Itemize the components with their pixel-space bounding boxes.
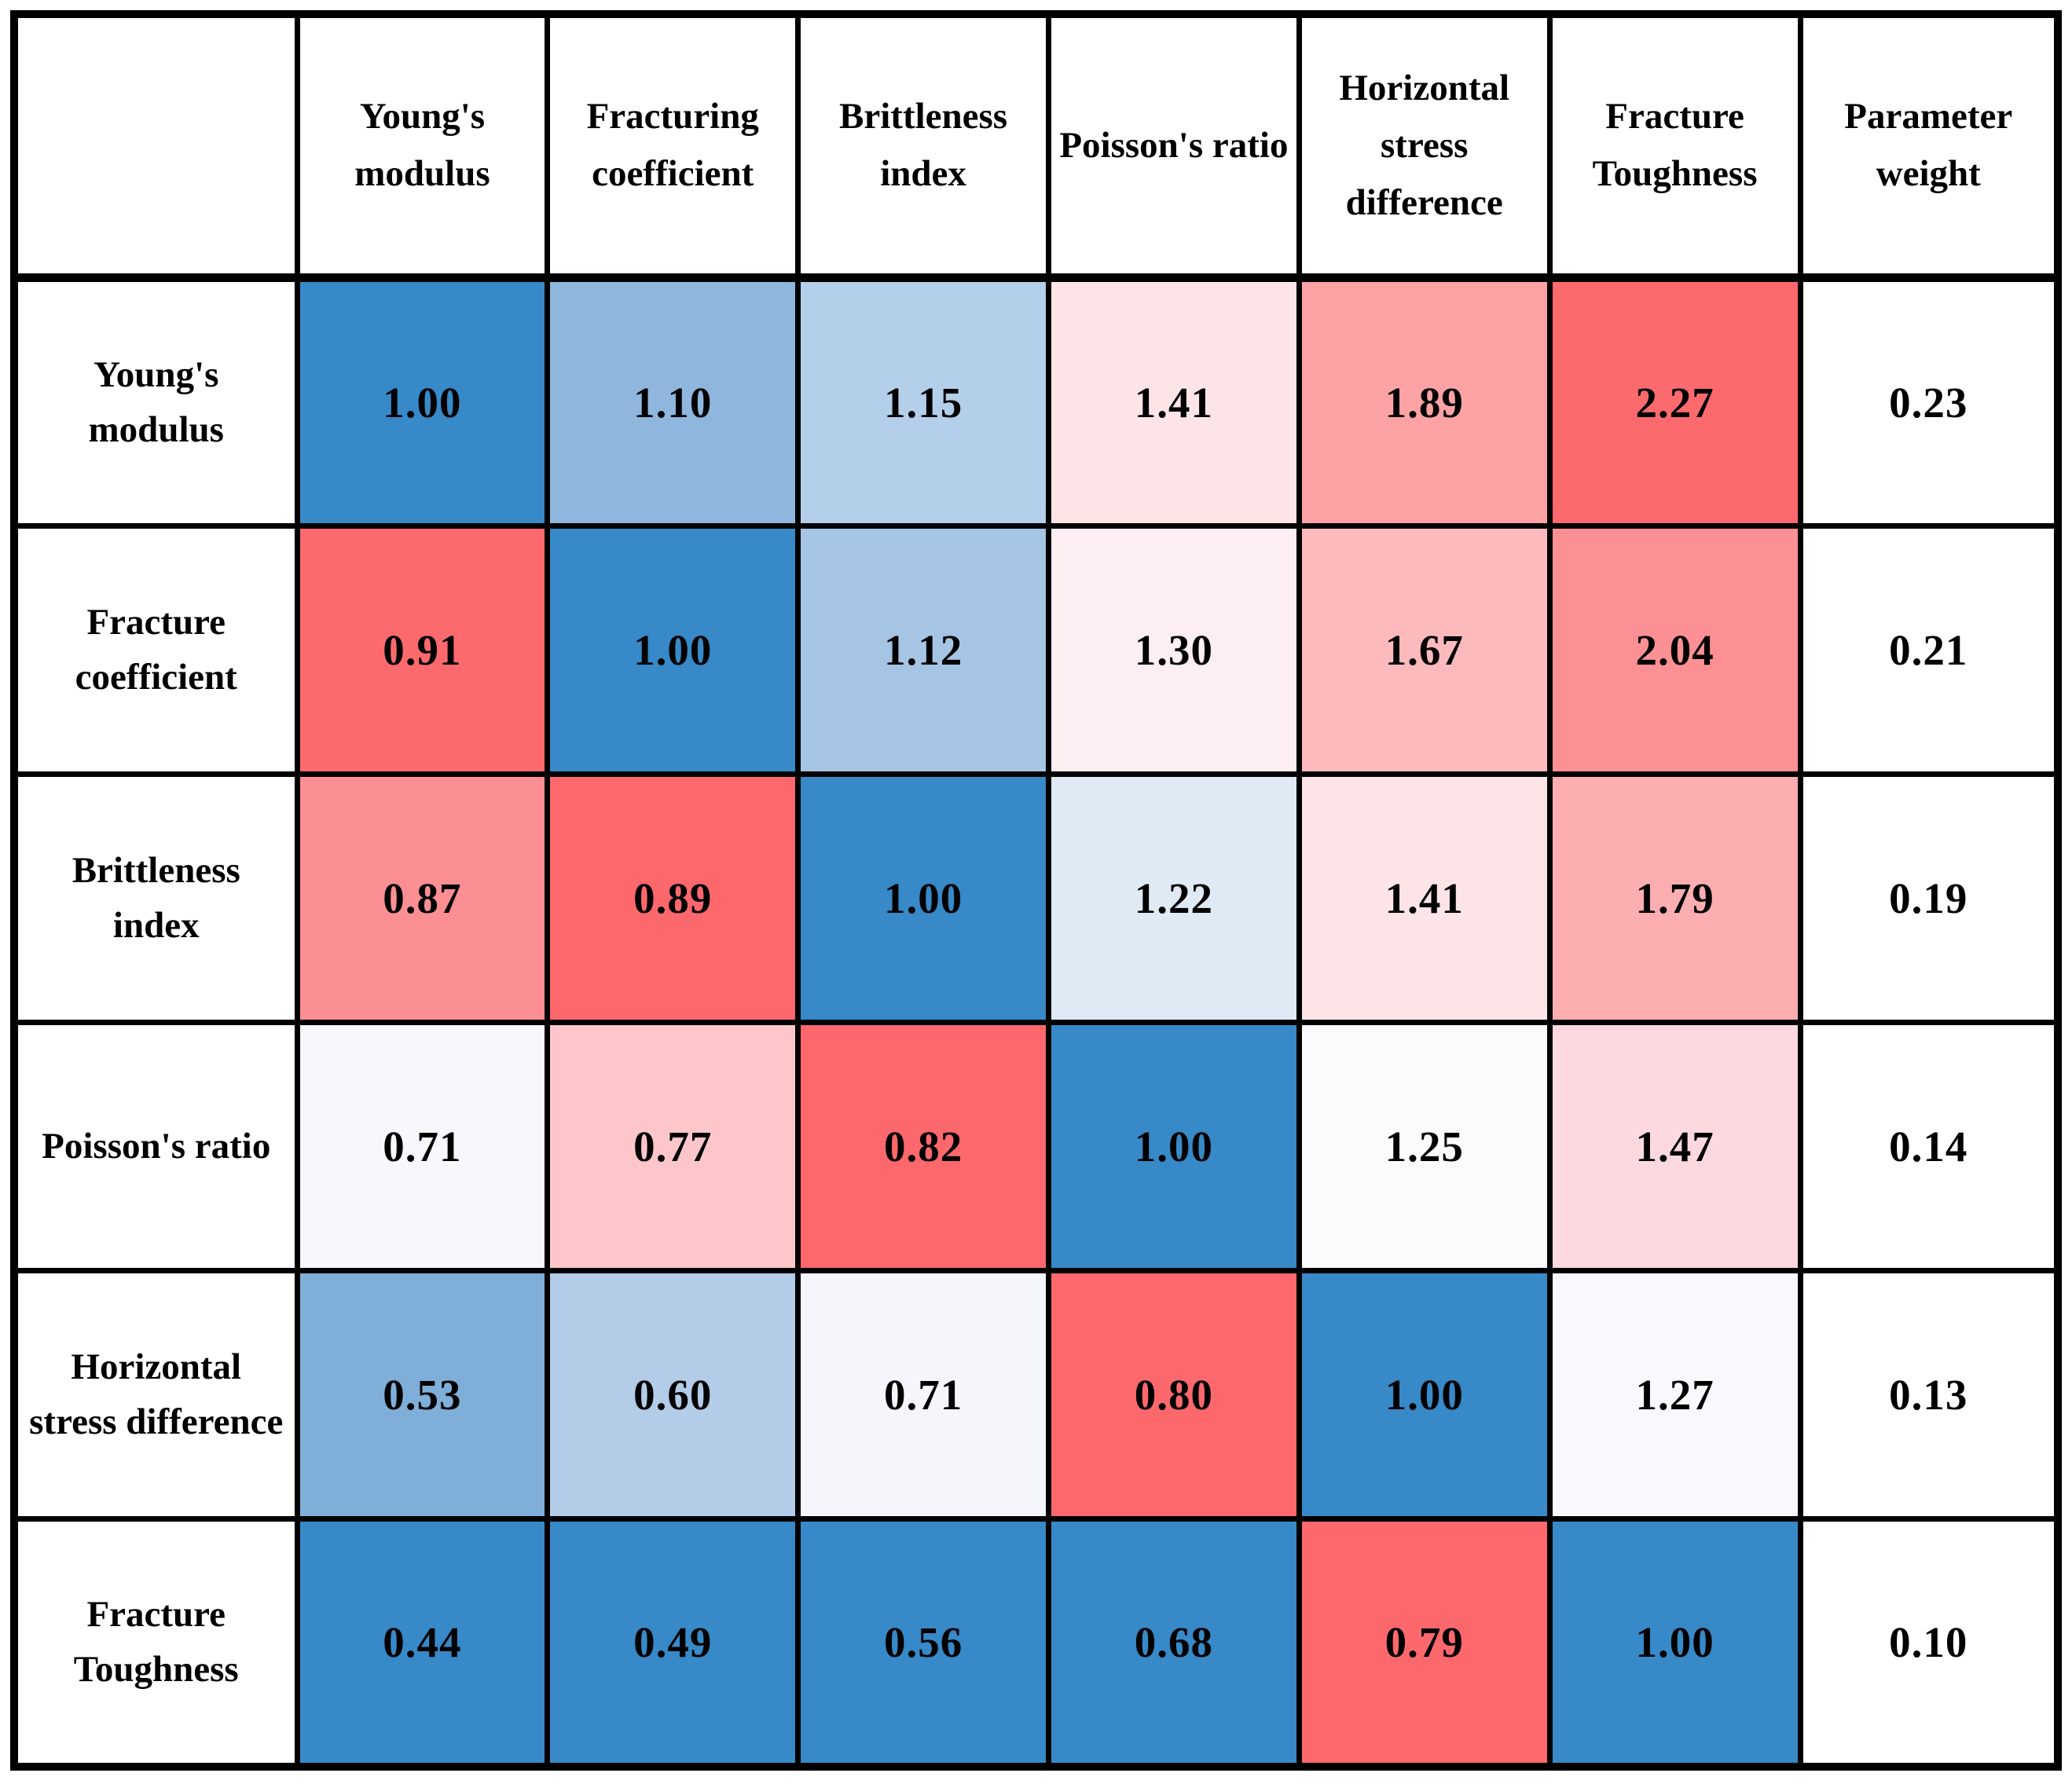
column-header-fracture-toughness: Fracture Toughness — [1546, 11, 1803, 282]
column-header-poissons-ratio: Poisson's ratio — [1045, 11, 1302, 282]
matrix-cell: 1.30 — [1045, 522, 1302, 777]
matrix-cell: 2.27 — [1546, 274, 1803, 529]
matrix-cell: 0.82 — [795, 1019, 1051, 1273]
table-row: Fracture Toughness 0.44 0.49 0.56 0.68 0… — [11, 1515, 2061, 1770]
matrix-cell: 2.04 — [1546, 522, 1803, 777]
matrix-cell: 0.89 — [545, 771, 801, 1025]
column-header-fracturing-coefficient: Fracturing coefficient — [545, 11, 801, 282]
matrix-cell: 1.22 — [1045, 771, 1302, 1025]
matrix-cell: 0.87 — [294, 771, 551, 1025]
matrix-cell: 0.44 — [294, 1515, 551, 1770]
weight-cell: 0.19 — [1797, 771, 2061, 1025]
matrix-cell: 1.25 — [1296, 1019, 1553, 1273]
table-row: Young's modulus 1.00 1.10 1.15 1.41 1.89… — [11, 274, 2061, 529]
matrix-cell: 0.60 — [545, 1267, 801, 1522]
row-header: Poisson's ratio — [11, 1019, 300, 1273]
corner-cell — [11, 11, 300, 282]
matrix-cell: 1.89 — [1296, 274, 1553, 529]
table-row: Horizontal stress difference 0.53 0.60 0… — [11, 1267, 2061, 1522]
column-header-brittleness-index: Brittleness index — [795, 11, 1051, 282]
matrix-cell: 0.80 — [1045, 1267, 1302, 1522]
weight-cell: 0.13 — [1797, 1267, 2061, 1522]
column-header-horizontal-stress-difference: Horizontal stress difference — [1296, 11, 1553, 282]
matrix-cell: 0.49 — [545, 1515, 801, 1770]
matrix-cell: 1.00 — [1546, 1515, 1803, 1770]
matrix-cell: 0.91 — [294, 522, 551, 777]
matrix-cell: 0.79 — [1296, 1515, 1553, 1770]
matrix-cell: 1.00 — [1045, 1019, 1302, 1273]
matrix-cell: 1.41 — [1045, 274, 1302, 529]
column-header-parameter-weight: Parameter weight — [1797, 11, 2061, 282]
parameter-weight-matrix: Young's modulus Fracturing coefficient B… — [10, 10, 2062, 1771]
header-row: Young's modulus Fracturing coefficient B… — [11, 11, 2061, 282]
matrix-cell: 1.00 — [294, 274, 551, 529]
row-header: Horizontal stress difference — [11, 1267, 300, 1522]
matrix-cell: 0.53 — [294, 1267, 551, 1522]
table-row: Brittleness index 0.87 0.89 1.00 1.22 1.… — [11, 771, 2061, 1025]
weight-cell: 0.21 — [1797, 522, 2061, 777]
weight-cell: 0.23 — [1797, 274, 2061, 529]
row-header: Young's modulus — [11, 274, 300, 529]
matrix-cell: 1.79 — [1546, 771, 1803, 1025]
matrix-cell: 1.67 — [1296, 522, 1553, 777]
matrix-cell: 1.27 — [1546, 1267, 1803, 1522]
matrix-cell: 0.68 — [1045, 1515, 1302, 1770]
table-row: Fracture coefficient 0.91 1.00 1.12 1.30… — [11, 522, 2061, 777]
matrix-cell: 1.10 — [545, 274, 801, 529]
matrix-cell: 1.12 — [795, 522, 1051, 777]
row-header: Brittleness index — [11, 771, 300, 1025]
table-row: Poisson's ratio 0.71 0.77 0.82 1.00 1.25… — [11, 1019, 2061, 1273]
matrix-cell: 0.71 — [294, 1019, 551, 1273]
row-header: Fracture Toughness — [11, 1515, 300, 1770]
matrix-cell: 1.00 — [795, 771, 1051, 1025]
matrix-cell: 0.56 — [795, 1515, 1051, 1770]
matrix-cell: 1.15 — [795, 274, 1051, 529]
matrix-cell: 1.41 — [1296, 771, 1553, 1025]
matrix-cell: 1.00 — [545, 522, 801, 777]
weight-cell: 0.10 — [1797, 1515, 2061, 1770]
matrix-cell: 0.71 — [795, 1267, 1051, 1522]
row-header: Fracture coefficient — [11, 522, 300, 777]
matrix-cell: 1.00 — [1296, 1267, 1553, 1522]
matrix-cell: 1.47 — [1546, 1019, 1803, 1273]
column-header-youngs-modulus: Young's modulus — [294, 11, 551, 282]
matrix-cell: 0.77 — [545, 1019, 801, 1273]
weight-cell: 0.14 — [1797, 1019, 2061, 1273]
